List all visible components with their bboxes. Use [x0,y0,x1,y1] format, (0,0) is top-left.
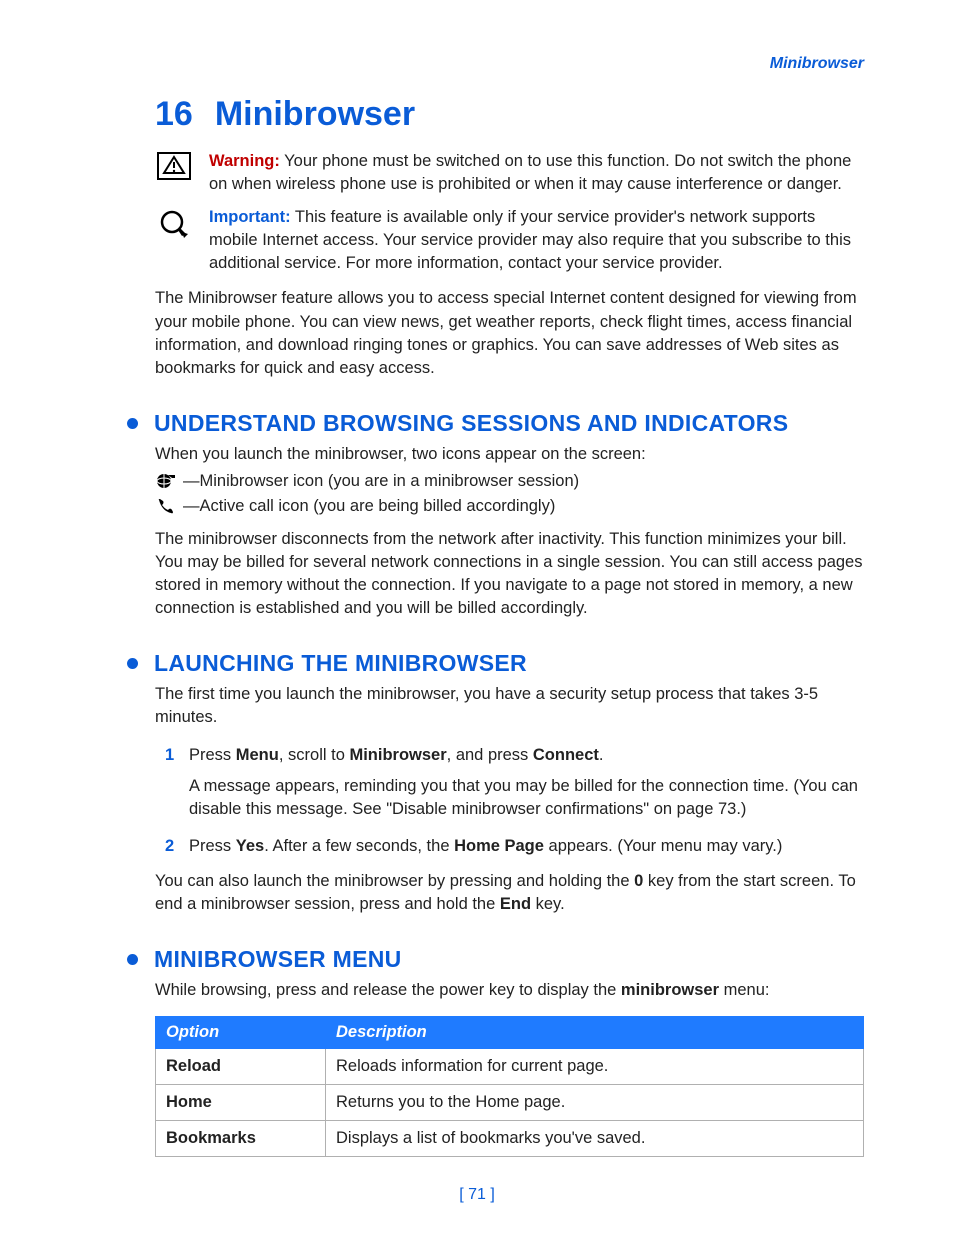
table-row: Bookmarks Displays a list of bookmarks y… [156,1121,864,1157]
step-1-line-1: Press Menu, scroll to Minibrowser, and p… [189,744,864,767]
chapter-title: 16 Minibrowser [155,95,864,134]
zero-key: 0 [634,872,643,890]
launching-after: You can also launch the minibrowser by p… [155,870,864,916]
important-label: Important: [209,208,291,226]
t: , scroll to [279,746,350,764]
section-title-menu: MINIBROWSER MENU [154,946,402,973]
step-number-2: 2 [165,835,179,858]
minibrowser-icon-text: —Minibrowser icon (you are in a minibrow… [183,472,579,491]
step-2-line: Press Yes. After a few seconds, the Home… [189,835,782,858]
launching-lead: The first time you launch the minibrowse… [155,683,864,729]
warning-body: Your phone must be switched on to use th… [209,152,851,193]
understand-paragraph: The minibrowser disconnects from the net… [155,528,864,620]
step-2: 2 Press Yes. After a few seconds, the Ho… [155,835,864,858]
important-note: Important: This feature is available onl… [155,206,864,275]
t: menu: [719,981,769,999]
bullet-icon [127,658,138,669]
opt-bookmarks: Bookmarks [156,1121,326,1157]
important-text: Important: This feature is available onl… [209,206,864,275]
step-number-1: 1 [165,744,179,821]
th-option: Option [156,1017,326,1049]
intro-paragraph: The Minibrowser feature allows you to ac… [155,287,864,379]
connect-key: Connect [533,746,599,764]
home-page-key: Home Page [454,837,544,855]
step-1-line-2: A message appears, reminding you that yo… [189,775,864,821]
chapter-number: 16 [155,95,193,133]
globe-icon [155,472,177,490]
t: . [599,746,604,764]
t: appears. (Your menu may vary.) [544,837,782,855]
phone-icon [155,497,177,515]
warning-label: Warning: [209,152,280,170]
t: Press [189,746,236,764]
warning-text: Warning: Your phone must be switched on … [209,150,864,196]
t: key. [531,895,565,913]
minibrowser-word: minibrowser [621,981,719,999]
desc-bookmarks: Displays a list of bookmarks you've save… [326,1121,864,1157]
section-understand: UNDERSTAND BROWSING SESSIONS AND INDICAT… [155,410,864,620]
bullet-icon [127,418,138,429]
opt-home: Home [156,1085,326,1121]
opt-reload: Reload [156,1049,326,1085]
desc-home: Returns you to the Home page. [326,1085,864,1121]
table-header-row: Option Description [156,1017,864,1049]
menu-lead: While browsing, press and release the po… [155,979,864,1002]
table-row: Reload Reloads information for current p… [156,1049,864,1085]
important-body: This feature is available only if your s… [209,208,851,272]
t: While browsing, press and release the po… [155,981,621,999]
step-1: 1 Press Menu, scroll to Minibrowser, and… [155,744,864,821]
section-launching: LAUNCHING THE MINIBROWSER The first time… [155,650,864,916]
warning-note: Warning: Your phone must be switched on … [155,150,864,196]
chapter-name: Minibrowser [215,95,415,133]
t: Press [189,837,236,855]
understand-lead: When you launch the minibrowser, two ico… [155,443,864,466]
t: , and press [447,746,533,764]
end-key: End [500,895,531,913]
minibrowser-icon-line: —Minibrowser icon (you are in a minibrow… [155,472,864,491]
yes-key: Yes [236,837,264,855]
t: . After a few seconds, the [264,837,454,855]
table-row: Home Returns you to the Home page. [156,1085,864,1121]
section-title-understand: UNDERSTAND BROWSING SESSIONS AND INDICAT… [154,410,788,437]
desc-reload: Reloads information for current page. [326,1049,864,1085]
menu-key: Menu [236,746,279,764]
active-call-icon-text: —Active call icon (you are being billed … [183,497,555,516]
page-number: [ 71 ] [0,1186,954,1204]
t: You can also launch the minibrowser by p… [155,872,634,890]
bullet-icon [127,954,138,965]
important-icon [155,206,193,275]
section-title-launching: LAUNCHING THE MINIBROWSER [154,650,527,677]
section-menu: MINIBROWSER MENU While browsing, press a… [155,946,864,1157]
minibrowser-key: Minibrowser [349,746,446,764]
minibrowser-menu-table: Option Description Reload Reloads inform… [155,1016,864,1157]
active-call-icon-line: —Active call icon (you are being billed … [155,497,864,516]
th-description: Description [326,1017,864,1049]
running-header: Minibrowser [155,55,864,73]
warning-icon [155,150,193,196]
